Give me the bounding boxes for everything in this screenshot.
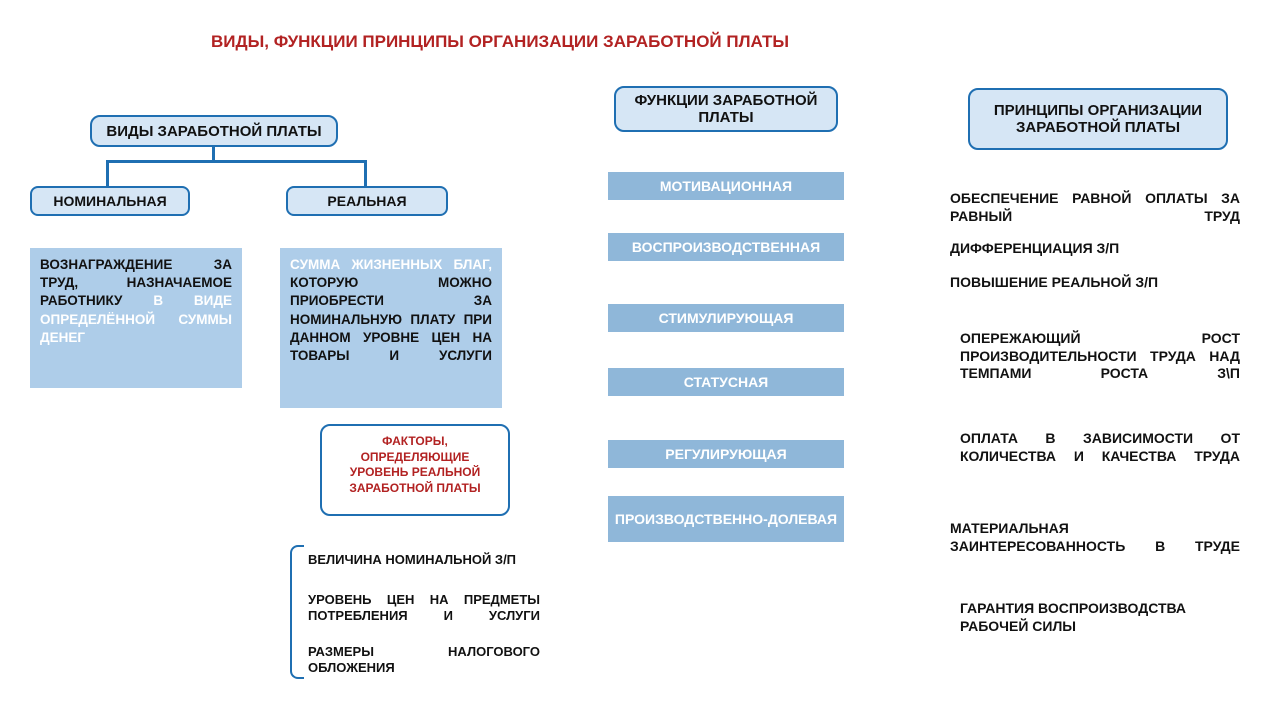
page-title: ВИДЫ, ФУНКЦИИ ПРИНЦИПЫ ОРГАНИЗАЦИИ ЗАРАБ… (0, 32, 1000, 52)
principles-header: ПРИНЦИПЫ ОРГАНИЗАЦИИ ЗАРАБОТНОЙ ПЛАТЫ (968, 88, 1228, 150)
factor-item: УРОВЕНЬ ЦЕН НА ПРЕДМЕТЫ ПОТРЕБЛЕНИЯ И УС… (308, 592, 540, 623)
factors-bracket (290, 545, 304, 679)
factor-item: РАЗМЕРЫ НАЛОГОВОГО ОБЛОЖЕНИЯ (308, 644, 540, 675)
function-item: ВОСПРОИЗВОДСТВЕННАЯ (608, 233, 844, 261)
principle-item: ОПЕРЕЖАЮЩИЙ РОСТ ПРОИЗВОДИТЕЛЬНОСТИ ТРУД… (960, 330, 1240, 383)
nominal-box: НОМИНАЛЬНАЯ (30, 186, 190, 216)
principle-item: ГАРАНТИЯ ВОСПРОИЗВОДСТВА РАБОЧЕЙ СИЛЫ (960, 600, 1240, 635)
real-box: РЕАЛЬНАЯ (286, 186, 448, 216)
principle-item: ПОВЫШЕНИЕ РЕАЛЬНОЙ З/П (950, 274, 1240, 292)
real-desc-light: СУММА ЖИЗНЕННЫХ БЛАГ, (290, 257, 492, 272)
function-item: МОТИВАЦИОННАЯ (608, 172, 844, 200)
principle-item: ОБЕСПЕЧЕНИЕ РАВНОЙ ОПЛАТЫ ЗА РАВНЫЙ ТРУД (950, 190, 1240, 225)
functions-header: ФУНКЦИИ ЗАРАБОТНОЙ ПЛАТЫ (614, 86, 838, 132)
principle-item: ДИФФЕРЕНЦИАЦИЯ З/П (950, 240, 1240, 258)
factors-header: ФАКТОРЫ, ОПРЕДЕЛЯЮЩИЕ УРОВЕНЬ РЕАЛЬНОЙ З… (320, 424, 510, 516)
principle-item: ОПЛАТА В ЗАВИСИМОСТИ ОТ КОЛИЧЕСТВА И КАЧ… (960, 430, 1240, 465)
factor-item: ВЕЛИЧИНА НОМИНАЛЬНОЙ З/П (308, 552, 540, 568)
real-desc: СУММА ЖИЗНЕННЫХ БЛАГ, КОТОРУЮ МОЖНО ПРИО… (280, 248, 502, 408)
function-item: РЕГУЛИРУЮЩАЯ (608, 440, 844, 468)
function-item: ПРОИЗВОДСТВЕННО-ДОЛЕВАЯ (608, 496, 844, 542)
nominal-desc: ВОЗНАГРАЖДЕНИЕ ЗА ТРУД, НАЗНАЧАЕМОЕ РАБО… (30, 248, 242, 388)
connector (106, 160, 109, 186)
connector (212, 147, 215, 161)
principle-item: МАТЕРИАЛЬНАЯ ЗАИНТЕРЕСОВАННОСТЬ В ТРУДЕ (950, 520, 1240, 555)
connector (106, 160, 366, 163)
function-item: СТАТУСНАЯ (608, 368, 844, 396)
real-desc-dark: КОТОРУЮ МОЖНО ПРИОБРЕСТИ ЗА НОМИНАЛЬНУЮ … (290, 275, 492, 363)
types-header: ВИДЫ ЗАРАБОТНОЙ ПЛАТЫ (90, 115, 338, 147)
connector (364, 160, 367, 186)
function-item: СТИМУЛИРУЮЩАЯ (608, 304, 844, 332)
